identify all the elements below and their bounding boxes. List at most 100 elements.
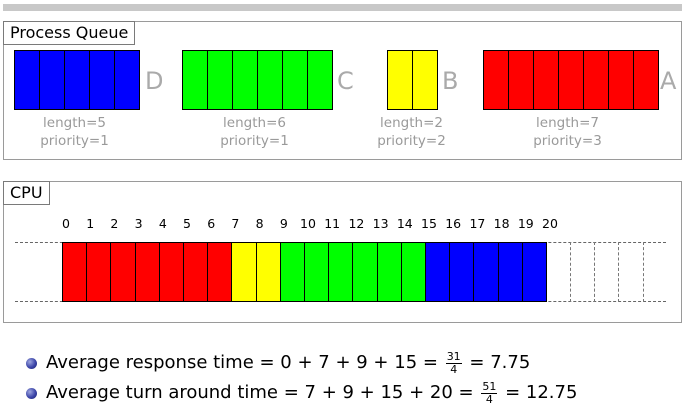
- time-tick-label: 16: [445, 216, 462, 231]
- time-tick-label: 2: [110, 216, 119, 231]
- process-queue-title: Process Queue: [3, 21, 136, 45]
- time-tick-label: 10: [300, 216, 316, 231]
- cpu-slot-b: [231, 242, 257, 302]
- process-block: [387, 50, 413, 110]
- time-tick-label: 6: [207, 216, 216, 231]
- cpu-empty-slot: [618, 242, 644, 302]
- cpu-slot-a: [62, 242, 88, 302]
- turnaround-time-fraction: 51 4: [481, 379, 498, 406]
- cpu-slot-c: [328, 242, 354, 302]
- fraction-numerator: 31: [445, 349, 462, 364]
- time-tick-label: 11: [324, 216, 341, 231]
- fraction-denominator: 4: [450, 362, 458, 376]
- bullet-icon: [26, 388, 37, 399]
- response-time-fraction: 31 4: [445, 349, 462, 376]
- cpu-slot-a: [207, 242, 233, 302]
- cpu-slot-a: [86, 242, 112, 302]
- process-block: [39, 50, 65, 110]
- process-length-label: length=2: [380, 115, 443, 131]
- time-tick-label: 18: [493, 216, 510, 231]
- process-block: [282, 50, 308, 110]
- time-tick-label: 4: [158, 216, 167, 231]
- time-tick-label: 7: [231, 216, 240, 231]
- turnaround-time-result: = 12.75: [505, 382, 578, 403]
- cpu-slot-c: [304, 242, 330, 302]
- top-divider-bar: [3, 4, 682, 11]
- response-time-result: = 7.75: [469, 352, 531, 373]
- process-block: [89, 50, 115, 110]
- cpu-empty-slot: [570, 242, 596, 302]
- process-block: [14, 50, 40, 110]
- process-length-label: length=7: [536, 115, 599, 131]
- process-block: [207, 50, 233, 110]
- cpu-slot-c: [279, 242, 305, 302]
- time-tick-label: 0: [62, 216, 70, 231]
- process-blocks: [182, 50, 333, 110]
- process-blocks: [14, 50, 140, 110]
- cpu-slot-d: [521, 242, 547, 302]
- process-name: B: [442, 67, 459, 95]
- time-tick-label: 8: [255, 216, 264, 231]
- process-info: length=2 priority=2: [362, 114, 462, 150]
- cpu-slot-c: [376, 242, 402, 302]
- process-name: D: [145, 67, 164, 95]
- process-block: [508, 50, 534, 110]
- cpu-slot-d: [497, 242, 523, 302]
- process-block: [257, 50, 283, 110]
- process-priority-label: priority=1: [40, 133, 109, 149]
- process-block: [633, 50, 659, 110]
- process-block: [412, 50, 438, 110]
- process-name: A: [660, 67, 677, 95]
- cpu-slot-d: [473, 242, 499, 302]
- cpu-slot-c: [352, 242, 378, 302]
- time-tick-label: 17: [469, 216, 486, 231]
- process-block: [114, 50, 140, 110]
- process-block: [182, 50, 208, 110]
- time-tick-label: 14: [396, 216, 413, 231]
- cpu-slot-a: [110, 242, 136, 302]
- process-blocks: [483, 50, 659, 110]
- process-block: [608, 50, 634, 110]
- process-name: C: [337, 67, 354, 95]
- cpu-slot-d: [425, 242, 451, 302]
- process-priority-label: priority=1: [220, 133, 289, 149]
- bullet-icon: [26, 358, 37, 369]
- process-block: [558, 50, 584, 110]
- time-tick-label: 1: [86, 216, 95, 231]
- process-length-label: length=5: [43, 115, 106, 131]
- process-length-label: length=6: [223, 115, 286, 131]
- process-priority-label: priority=2: [377, 133, 446, 149]
- turnaround-time-label: Average turn around time = 7 + 9 + 15 + …: [46, 382, 474, 403]
- process-priority-label: priority=3: [533, 133, 602, 149]
- process-block: [483, 50, 509, 110]
- process-block: [533, 50, 559, 110]
- time-tick-label: 5: [183, 216, 191, 231]
- process-block: [64, 50, 90, 110]
- cpu-slot-a: [158, 242, 184, 302]
- process-block: [307, 50, 333, 110]
- process-info: length=6 priority=1: [205, 114, 305, 150]
- response-time-label: Average response time = 0 + 7 + 9 + 15 =: [46, 352, 438, 373]
- cpu-slot-d: [449, 242, 475, 302]
- fraction-numerator: 51: [481, 379, 498, 394]
- time-tick-label: 3: [134, 216, 143, 231]
- time-tick-label: 20: [542, 216, 558, 231]
- time-tick-label: 19: [517, 216, 534, 231]
- process-blocks: [387, 50, 438, 110]
- time-tick-label: 12: [348, 216, 365, 231]
- cpu-title: CPU: [3, 181, 50, 205]
- process-info: length=7 priority=3: [518, 114, 618, 150]
- time-tick-label: 9: [279, 216, 288, 231]
- cpu-empty-slot: [594, 242, 620, 302]
- cpu-slot-a: [134, 242, 160, 302]
- cpu-panel: CPU 0 1 2 3 4 5 6 7 8 9 10 11 12 13 14 15 16 17 18 19 20: [3, 181, 682, 323]
- time-tick-label: 15: [421, 216, 437, 231]
- process-block: [232, 50, 258, 110]
- cpu-slot-c: [400, 242, 426, 302]
- fraction-denominator: 4: [485, 392, 493, 406]
- time-tick-label: 13: [372, 216, 389, 231]
- cpu-slot-a: [183, 242, 209, 302]
- process-block: [583, 50, 609, 110]
- process-info: length=5 priority=1: [25, 114, 125, 150]
